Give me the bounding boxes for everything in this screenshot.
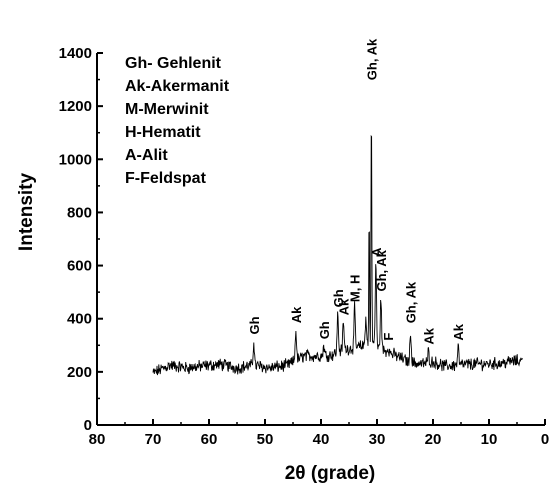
y-tick-label: 200 bbox=[67, 364, 92, 381]
peak-label: Gh, Ak bbox=[404, 281, 419, 323]
peak-label: A bbox=[369, 247, 384, 257]
legend: Gh- Gehlenit Ak-Akermanit M-Merwinit H-Hema… bbox=[125, 55, 230, 187]
axes: 80 70 60 50 40 30 20 10 002004006008001000120014… bbox=[59, 45, 550, 448]
x-tick-label: 20 bbox=[425, 431, 442, 448]
peak-label: Gh, Ak bbox=[364, 38, 379, 80]
intensity-line bbox=[152, 134, 523, 376]
x-tick-label: 80 bbox=[89, 431, 106, 448]
peak-label: Ak bbox=[289, 306, 304, 323]
x-tick-label: 60 bbox=[201, 431, 218, 448]
y-axis-title: Intensity bbox=[16, 173, 37, 252]
x-tick-label: 40 bbox=[313, 431, 330, 448]
y-tick-label: 400 bbox=[67, 311, 92, 328]
peak-label: F bbox=[381, 333, 396, 341]
y-tick-label: 1000 bbox=[59, 151, 92, 168]
y-tick-label: 1200 bbox=[59, 98, 92, 115]
peak-label: Gh bbox=[247, 316, 262, 334]
x-tick-label: 10 bbox=[481, 431, 498, 448]
peak-label: Ak bbox=[422, 327, 437, 344]
peak-label: M, H bbox=[348, 275, 363, 302]
legend-entry: F-Feldspat bbox=[125, 170, 207, 187]
y-tick-label: 0 bbox=[84, 417, 92, 434]
x-tick-label: 70 bbox=[145, 431, 162, 448]
peak-label: Ak bbox=[336, 298, 351, 315]
y-tick-label: 800 bbox=[67, 204, 92, 221]
data-trace bbox=[152, 134, 523, 376]
peak-label: Gh bbox=[331, 289, 346, 307]
legend-entry: Gh- Gehlenit bbox=[125, 55, 222, 72]
legend-entry: H-Hematit bbox=[125, 124, 201, 141]
legend-entry: A-Alit bbox=[125, 147, 168, 164]
legend-entry: Ak-Akermanit bbox=[125, 78, 230, 95]
y-tick-label: 1400 bbox=[59, 45, 92, 62]
x-tick-label: 50 bbox=[257, 431, 274, 448]
x-axis-title: 2θ (grade) bbox=[285, 463, 376, 484]
x-tick-label: 30 bbox=[369, 431, 386, 448]
peak-label: Ak bbox=[451, 323, 466, 340]
x-tick-label: 0 bbox=[541, 431, 549, 448]
legend-entry: M-Merwinit bbox=[125, 101, 209, 118]
peak-label: Gh bbox=[317, 321, 332, 339]
y-tick-label: 600 bbox=[67, 258, 92, 275]
peak-label: Gh, Ak bbox=[374, 249, 389, 291]
